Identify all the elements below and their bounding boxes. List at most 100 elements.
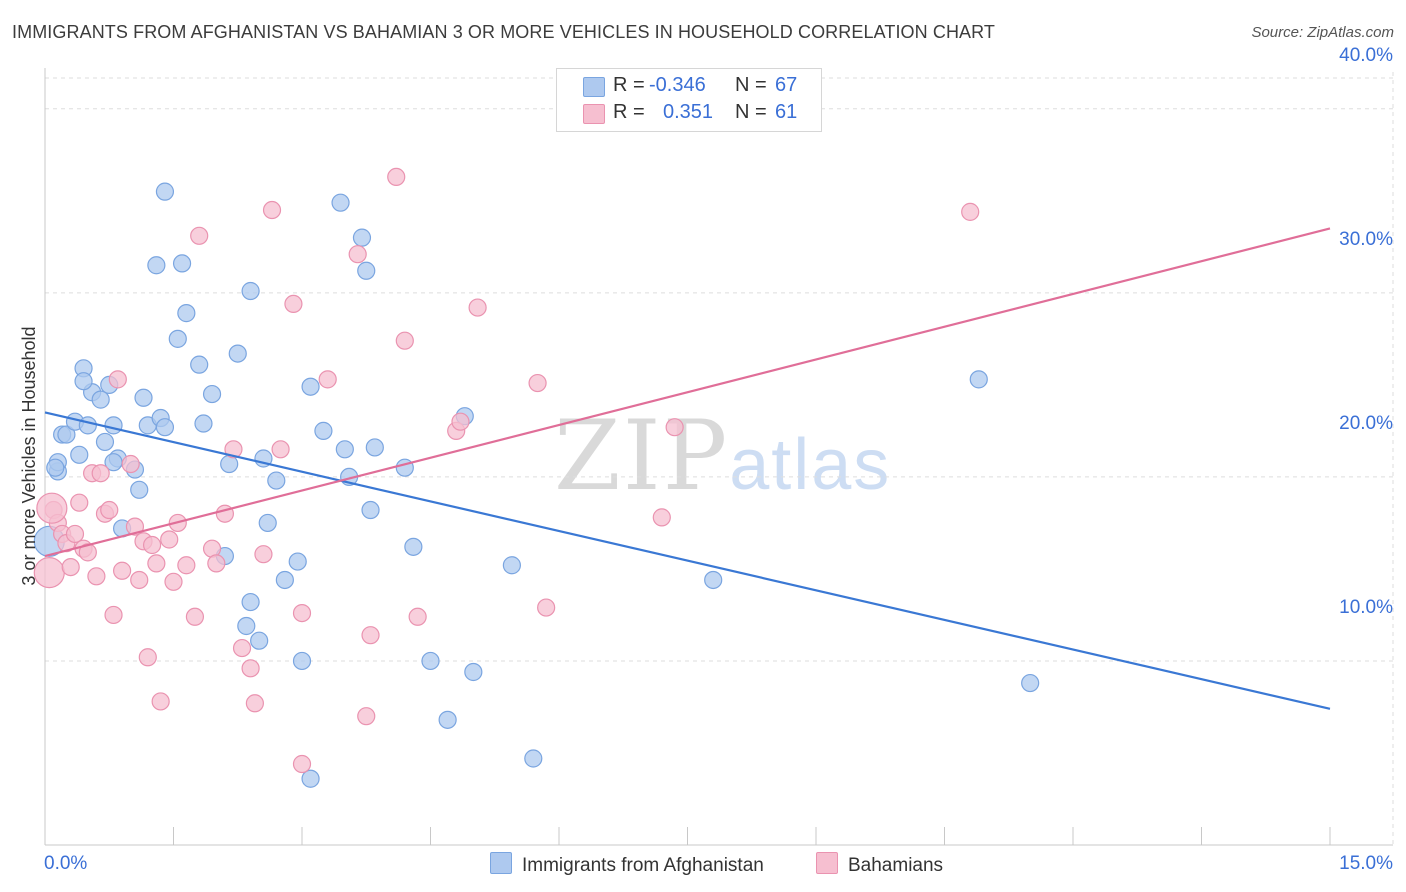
afghanistan-point — [301, 769, 320, 788]
bahamians-point — [224, 440, 243, 459]
afghanistan-point — [177, 304, 196, 323]
afghanistan-point — [357, 261, 376, 280]
afghanistan-point — [288, 552, 307, 571]
afghanistan-point — [46, 458, 65, 477]
afghanistan-point — [91, 390, 110, 409]
bottom-legend-label: Immigrants from Afghanistan — [522, 855, 764, 876]
afghanistan-point — [74, 372, 93, 391]
bahamians-point — [528, 373, 547, 393]
bahamians-point — [207, 554, 226, 573]
blue-swatch — [583, 77, 605, 97]
afghanistan-trend-line — [44, 411, 1331, 710]
afghanistan-point — [352, 228, 372, 247]
bahamians-point — [357, 707, 376, 726]
bahamians-point — [138, 648, 157, 667]
afghanistan-point — [438, 710, 457, 729]
trend-lines — [44, 227, 1331, 710]
source-credit: Source: ZipAtlas.com — [1251, 24, 1394, 41]
afghanistan-point — [404, 537, 423, 556]
afghanistan-point — [241, 281, 260, 301]
bahamians-point — [91, 464, 110, 483]
afghanistan-point — [331, 193, 350, 212]
bahamians-point — [190, 226, 209, 245]
bahamians-point — [160, 530, 179, 549]
afghanistan-point — [70, 445, 89, 464]
afghanistan-point — [172, 254, 192, 273]
bahamians-point — [408, 607, 427, 626]
bahamians-point — [100, 500, 119, 520]
afghanistan-point — [104, 416, 123, 435]
afghanistan-point — [250, 631, 269, 650]
bahamians-point — [537, 598, 556, 617]
afghanistan-point — [241, 592, 260, 612]
tick-labels: 10.0% 20.0% 30.0% 40.0% 0.0% 15.0% — [44, 45, 1393, 874]
bahamians-point — [104, 605, 123, 625]
bottom-legend-label: Bahamians — [848, 855, 944, 876]
bahamians-point — [87, 567, 106, 586]
afghanistan-point — [275, 570, 294, 590]
bahamians-point — [142, 535, 162, 555]
bahamians-point — [348, 245, 367, 264]
afghanistan-point — [335, 440, 354, 459]
afghanistan-point — [78, 416, 97, 435]
bahamians-point — [108, 370, 127, 389]
afghanistan-point — [237, 616, 256, 636]
legend-n-value: 61 — [775, 101, 798, 123]
bahamians-point — [125, 517, 145, 536]
y-tick-label: 40.0% — [1339, 45, 1393, 66]
bahamians-point — [254, 545, 273, 564]
bahamians-point — [245, 694, 264, 713]
x-tick-label: 15.0% — [1339, 853, 1393, 874]
afghanistan-point — [421, 651, 440, 671]
bahamians-point — [177, 556, 196, 575]
afghanistan-point — [202, 384, 222, 404]
series-bahamians-points — [33, 167, 980, 774]
afghanistan-point — [704, 570, 723, 590]
afghanistan-point — [969, 370, 988, 389]
bahamians-point — [130, 570, 149, 590]
y-tick-label: 10.0% — [1339, 597, 1393, 618]
bahamians-point — [61, 557, 80, 577]
bahamians-point — [262, 200, 282, 220]
y-tick-label: 20.0% — [1339, 413, 1393, 434]
y-axis-label: 3 or more Vehicles in Household — [19, 326, 39, 585]
afghanistan-point — [502, 556, 521, 575]
afghanistan-point — [134, 388, 153, 407]
bahamians-point — [451, 412, 470, 431]
bahamians-point — [652, 508, 671, 527]
bahamians-point — [241, 659, 260, 678]
pink-swatch — [583, 104, 605, 124]
afghanistan-point — [57, 425, 76, 444]
bahamians-point — [271, 440, 290, 459]
x-tick-label: 0.0% — [44, 853, 87, 874]
stats-legend: R = -0.346 N = 67 R = 0.351 N = 61 — [556, 68, 822, 132]
bahamians-point — [961, 202, 980, 221]
bahamians-point — [147, 554, 166, 573]
legend-r-value: 0.351 — [663, 101, 714, 123]
afghanistan-point — [258, 513, 277, 533]
bahamians-point — [665, 418, 684, 437]
pink-legend-swatch — [816, 852, 838, 874]
chart-title: IMMIGRANTS FROM AFGHANISTAN VS BAHAMIAN … — [12, 22, 996, 42]
afghanistan-point — [361, 500, 380, 520]
bahamians-point — [70, 493, 89, 512]
afghanistan-point — [365, 438, 384, 457]
bahamians-point — [395, 331, 414, 350]
bahamians-point — [36, 492, 68, 524]
afghanistan-point — [190, 355, 209, 374]
afghanistan-point — [267, 471, 286, 490]
afghanistan-point — [95, 432, 115, 452]
afghanistan-point — [292, 651, 312, 671]
legend-r-label: R = — [613, 101, 645, 123]
bahamians-point — [468, 298, 487, 317]
bottom-legend-afghanistan: Immigrants from Afghanistan — [490, 852, 764, 877]
bahamians-point — [112, 561, 132, 580]
afghanistan-point — [228, 344, 247, 363]
afghanistan-point — [1021, 673, 1040, 693]
legend-n-value: 67 — [775, 74, 798, 96]
bahamians-point — [65, 524, 85, 544]
watermark: ZIPatlas — [554, 400, 891, 512]
afghanistan-point — [168, 329, 187, 348]
blue-legend-swatch — [490, 852, 512, 874]
